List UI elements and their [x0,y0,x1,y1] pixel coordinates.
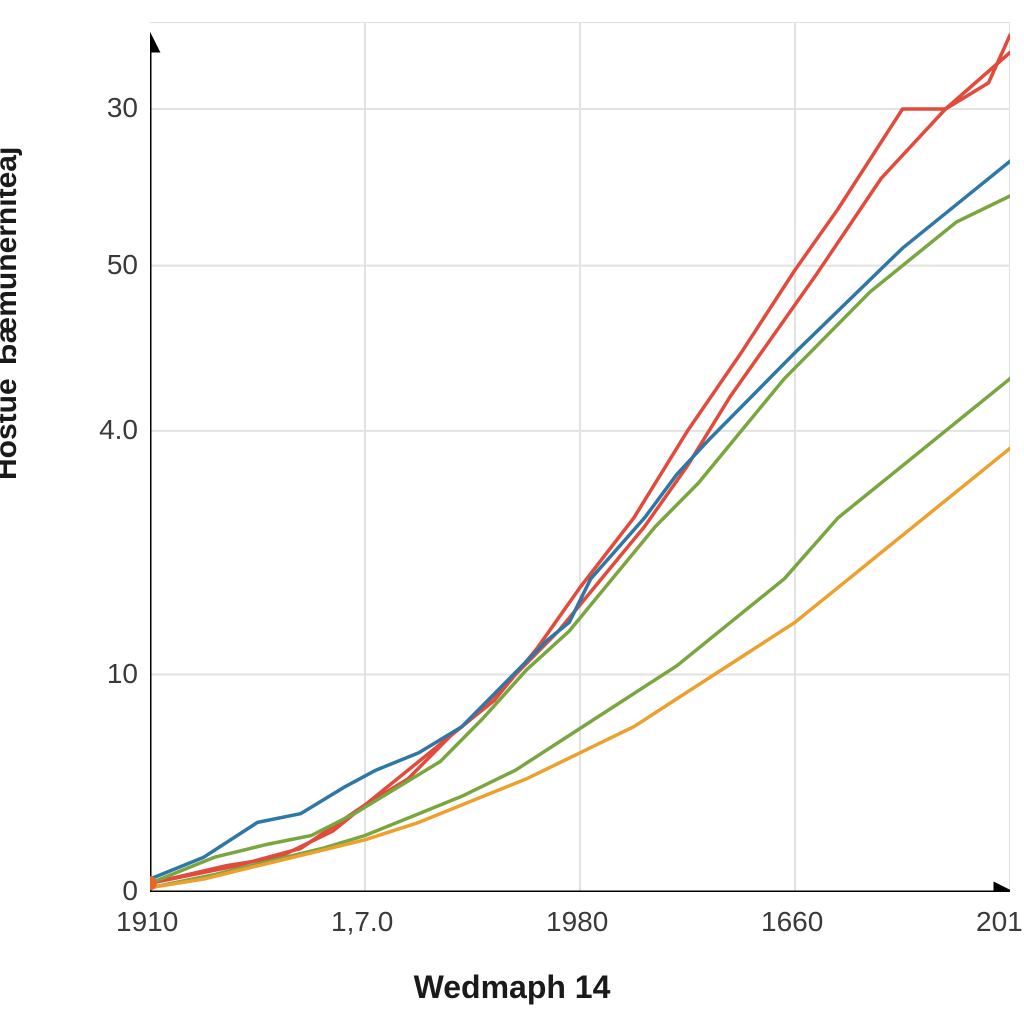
x-tick-label: 1,7.0 [331,906,393,938]
y-tick-label: 30 [107,92,138,124]
x-tick-label: 1660 [761,906,823,938]
y-tick-label: 0 [122,875,138,907]
x-tick-label: 1910 [116,906,178,938]
y-tick-label: 50 [107,249,138,281]
x-tick-label: 1980 [546,906,608,938]
line-chart-plot [150,22,1010,892]
chart-container: Hostue Ђæmunerniteaj Wedmaph 14 0 10 4.0 50… [0,0,1024,1024]
x-axis-label: Wedmaph 14 [0,969,1024,1006]
x-tick-label: 2017 [976,906,1024,938]
y-axis-label: Hostue Ђæmunerniteaj [0,147,24,480]
y-tick-label: 10 [107,658,138,690]
y-tick-label: 4.0 [99,414,138,446]
